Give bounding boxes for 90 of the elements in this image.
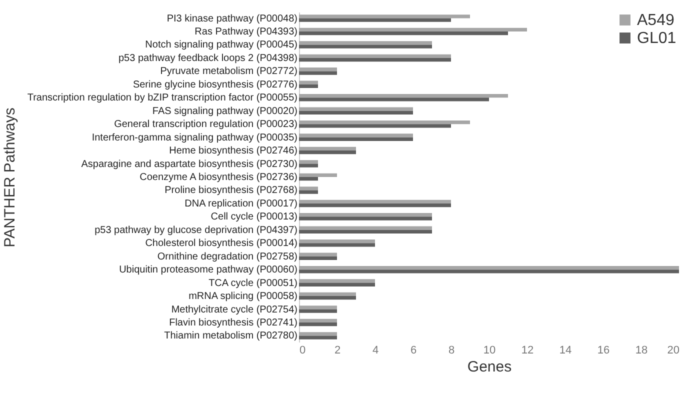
bar [299, 146, 356, 151]
y-tick-label: Methylcitrate cycle (P02754) [171, 304, 298, 316]
y-tick-label: Proline biosynthesis (P02768) [164, 185, 298, 196]
x-tick-label: 16 [597, 344, 610, 356]
bar [299, 318, 337, 322]
y-tick-label: Ubiquitin proteasome pathway (P00060) [119, 264, 298, 276]
bar [299, 279, 375, 283]
x-axis-title: Genes [467, 358, 512, 376]
x-tick-label: 0 [300, 344, 306, 356]
bar [299, 58, 451, 62]
x-tick-label: 12 [521, 344, 534, 356]
bar [299, 160, 318, 164]
y-tick-label: Thiamin metabolism (P02780) [164, 330, 298, 342]
bar [299, 137, 413, 141]
y-tick-label: TCA cycle (P00051) [208, 278, 298, 289]
bar [299, 173, 337, 177]
bar [299, 134, 413, 138]
bar [299, 322, 337, 326]
bar [299, 243, 375, 247]
bar [299, 266, 679, 270]
bar [299, 54, 451, 58]
bar [299, 164, 318, 168]
y-tick-label: Heme biosynthesis (P02746) [169, 146, 298, 157]
bar [299, 14, 470, 18]
x-tick-label: 14 [559, 344, 572, 356]
y-tick-label: FAS signaling pathway (P00020) [152, 106, 298, 117]
bar [299, 186, 318, 190]
bar [299, 230, 432, 234]
y-tick-label: Pyruvate metabolism (P02772) [160, 66, 298, 78]
bar [299, 94, 508, 98]
y-tick-label: Flavin biosynthesis (P02741) [169, 317, 298, 328]
bar [299, 200, 451, 204]
y-tick-label: Asparagine and aspartate biosynthesis (P02730) [81, 158, 298, 170]
bar [299, 296, 356, 300]
bar [299, 110, 413, 115]
y-tick-label: PI3 kinase pathway (P00048) [166, 13, 298, 24]
bar [299, 332, 337, 336]
bar [299, 270, 679, 274]
bar [299, 18, 451, 22]
bar [299, 32, 508, 36]
y-tick-label: mRNA splicing (P00058) [188, 291, 298, 302]
bar [299, 68, 337, 72]
bar [299, 282, 375, 286]
y-tick-label: Notch signaling pathway (P00045) [145, 40, 298, 51]
bar [299, 107, 413, 111]
bar [299, 252, 337, 256]
legend-label: GL01 [637, 30, 676, 47]
y-tick-label: General transcription regulation (P00023) [114, 119, 298, 130]
bar [299, 213, 432, 217]
bar [299, 84, 318, 88]
bar [299, 41, 432, 45]
bar [299, 177, 318, 181]
y-tick-label: Serine glycine biosynthesis (P02776) [132, 79, 298, 90]
y-tick-label: Interferon-gamma signaling pathway (P00035) [92, 132, 298, 144]
bar [299, 203, 451, 208]
y-tick-label: Coenzyme A biosynthesis (P02736) [140, 172, 298, 183]
legend-label: A549 [637, 12, 674, 29]
bar [299, 44, 432, 48]
y-tick-label: Cholesterol biosynthesis (P00014) [145, 238, 298, 250]
x-tick-label: 10 [483, 344, 496, 356]
bar [299, 71, 337, 75]
y-tick-label: p53 pathway feedback loops 2 (P04398) [118, 52, 298, 64]
bar [299, 190, 318, 194]
bar [299, 28, 527, 32]
bar [299, 256, 337, 260]
bar [299, 306, 337, 310]
bar [299, 309, 337, 313]
y-tick-label: Transcription regulation by bZIP transcription factor (P00055) [27, 92, 298, 104]
bar [299, 98, 489, 102]
bar [299, 124, 451, 128]
bar [299, 150, 356, 154]
x-tick-label: 6 [410, 344, 417, 356]
bar [299, 80, 318, 84]
x-tick-label: 4 [372, 344, 379, 356]
bar [299, 226, 432, 230]
x-tick-label: 20 [667, 344, 680, 356]
y-tick-label: Ornithine degradation (P02758) [157, 251, 298, 262]
y-axis-title: PANTHER Pathways [2, 108, 18, 248]
y-tick-label: p53 pathway by glucose deprivation (P04397) [94, 224, 298, 236]
bar [299, 292, 356, 296]
x-tick-label: 18 [635, 344, 648, 356]
bar [299, 239, 375, 244]
x-tick-label: 8 [448, 344, 455, 356]
bar [299, 120, 470, 124]
bar [299, 216, 432, 220]
x-tick-label: 2 [334, 344, 341, 356]
bar [299, 336, 337, 340]
y-tick-label: Ras Pathway (P04393) [194, 26, 298, 38]
y-tick-label: Cell cycle (P00013) [210, 212, 298, 223]
y-tick-label: DNA replication (P00017) [184, 198, 298, 210]
